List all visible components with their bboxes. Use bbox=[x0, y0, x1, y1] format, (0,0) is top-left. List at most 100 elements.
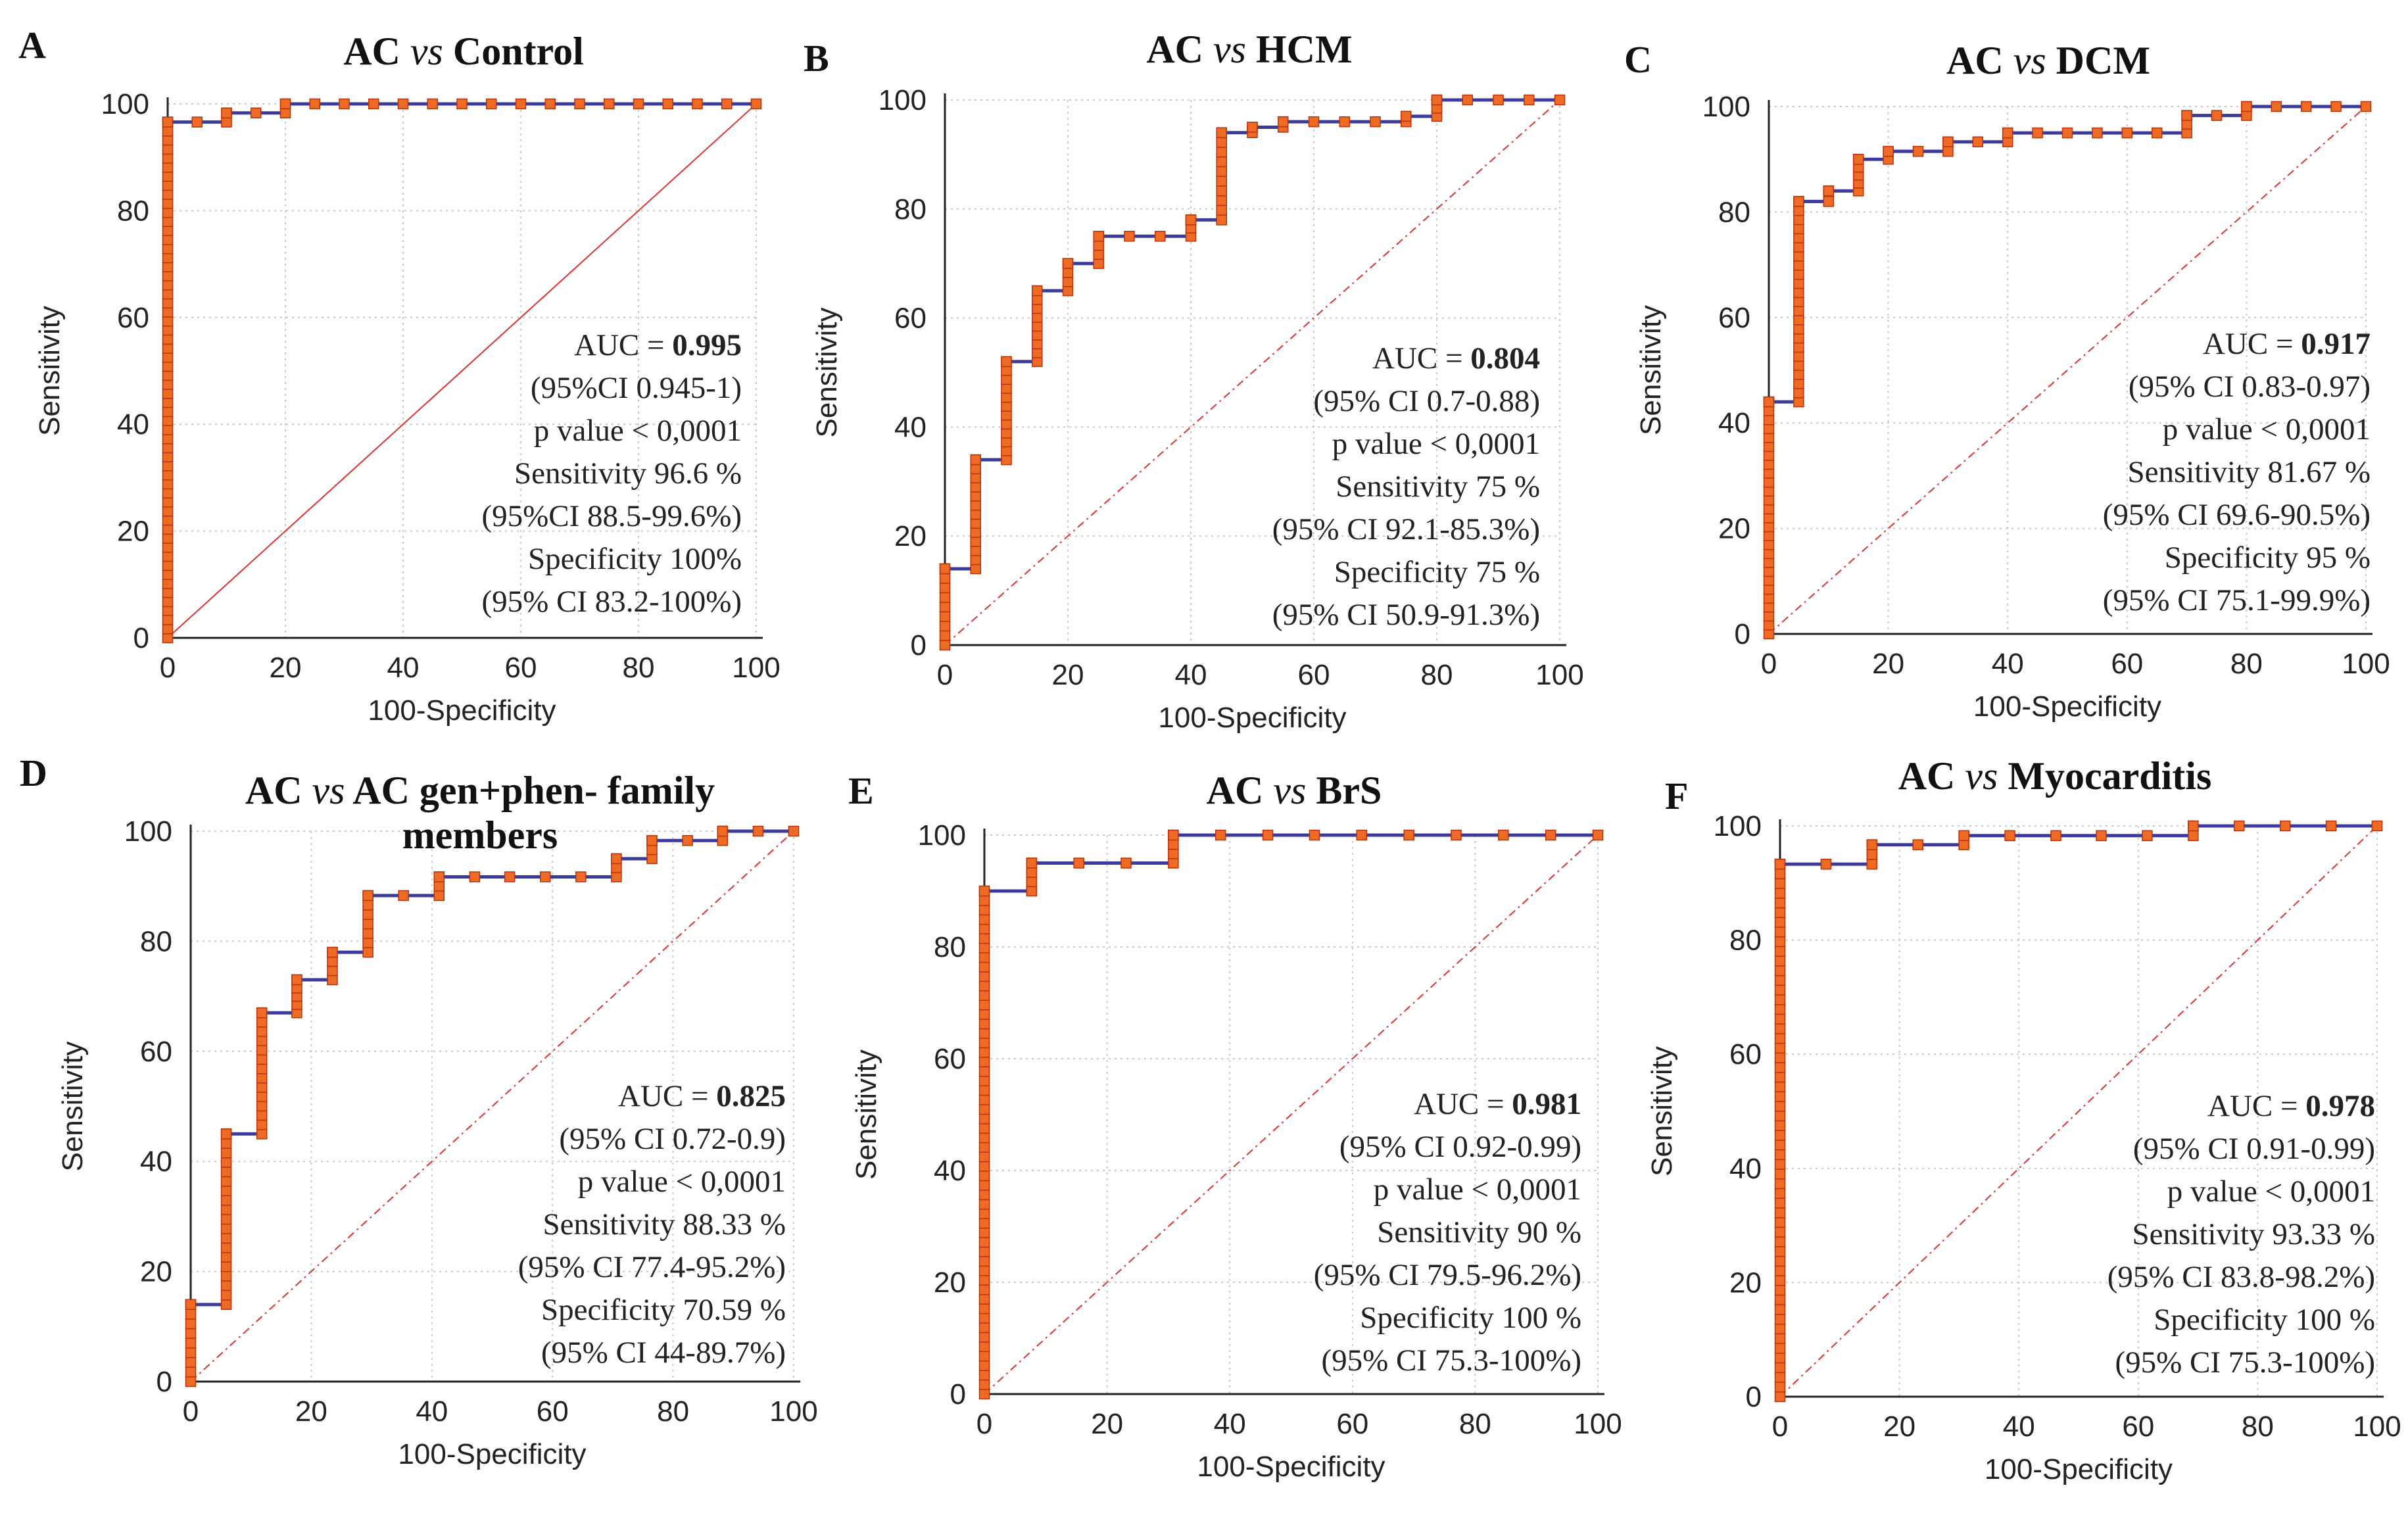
roc-marker bbox=[1774, 1226, 1786, 1238]
roc-marker bbox=[1774, 1130, 1786, 1141]
roc-marker bbox=[611, 853, 622, 865]
y-tick-label: 100 bbox=[124, 815, 172, 848]
roc-marker bbox=[1763, 468, 1775, 479]
roc-marker bbox=[939, 601, 951, 613]
roc-marker bbox=[339, 98, 350, 110]
roc-marker bbox=[970, 518, 981, 529]
roc-marker bbox=[970, 527, 981, 538]
roc-marker bbox=[1309, 829, 1320, 841]
roc-marker bbox=[2271, 101, 2282, 112]
roc-marker bbox=[185, 1318, 197, 1330]
panel-title-line2: members bbox=[402, 813, 558, 857]
roc-marker bbox=[1793, 324, 1804, 335]
roc-marker bbox=[162, 442, 174, 454]
stat-line: Sensitivity 81.67 % bbox=[2128, 455, 2371, 489]
roc-marker bbox=[1763, 450, 1775, 461]
roc-marker bbox=[1774, 897, 1786, 909]
roc-marker bbox=[1774, 1313, 1786, 1325]
title-suffix: Control bbox=[453, 30, 584, 73]
stat-line: p value < 0,0001 bbox=[1374, 1172, 1581, 1207]
roc-marker bbox=[162, 333, 174, 345]
roc-marker bbox=[978, 1047, 990, 1058]
auc-text: AUC = 0.917 bbox=[2203, 327, 2371, 361]
roc-marker bbox=[939, 592, 951, 603]
roc-marker bbox=[162, 424, 174, 435]
roc-marker bbox=[220, 1138, 232, 1149]
roc-marker bbox=[2002, 127, 2013, 139]
roc-marker bbox=[362, 918, 373, 930]
x-tick-label: 60 bbox=[537, 1395, 569, 1428]
roc-marker bbox=[362, 946, 373, 958]
roc-marker bbox=[978, 1284, 990, 1295]
auc-label: AUC = bbox=[2207, 1089, 2298, 1123]
auc-value: 0.981 bbox=[1512, 1087, 1581, 1121]
roc-marker bbox=[1958, 839, 1969, 850]
stat-line: Specificity 95 % bbox=[2165, 541, 2371, 575]
roc-marker bbox=[327, 946, 338, 958]
y-tick-label: 20 bbox=[1718, 513, 1750, 545]
roc-marker bbox=[978, 1360, 990, 1371]
roc-marker bbox=[1763, 477, 1775, 488]
roc-marker bbox=[1793, 205, 1804, 216]
y-tick-label: 100 bbox=[1702, 91, 1750, 123]
roc-marker bbox=[978, 1084, 990, 1096]
roc-marker bbox=[1073, 857, 1084, 869]
roc-marker bbox=[362, 890, 373, 902]
roc-marker bbox=[1403, 829, 1414, 841]
roc-marker bbox=[1763, 592, 1775, 604]
roc-marker bbox=[1763, 521, 1775, 533]
roc-marker bbox=[1001, 436, 1012, 448]
roc-marker bbox=[162, 162, 174, 173]
stat-line: Sensitivity 96.6 % bbox=[514, 456, 742, 491]
y-tick-label: 20 bbox=[934, 1266, 966, 1299]
roc-marker bbox=[970, 463, 981, 475]
panel-letter: D bbox=[20, 752, 47, 794]
roc-marker bbox=[978, 1388, 990, 1400]
y-tick-label: 20 bbox=[894, 520, 927, 552]
y-tick-label: 0 bbox=[911, 629, 927, 662]
roc-marker bbox=[162, 560, 174, 571]
roc-marker bbox=[978, 1028, 990, 1039]
panel-letter: A bbox=[18, 24, 46, 66]
title-suffix: AC gen+phen- family bbox=[352, 769, 715, 812]
x-tick-label: 0 bbox=[1761, 648, 1777, 680]
roc-marker bbox=[1793, 296, 1804, 307]
stat-line: Specificity 100 % bbox=[1360, 1301, 1581, 1335]
roc-marker bbox=[1592, 829, 1604, 841]
roc-marker bbox=[1774, 955, 1786, 967]
title-suffix: HCM bbox=[1256, 28, 1353, 71]
roc-marker bbox=[1793, 268, 1804, 280]
roc-marker bbox=[978, 1103, 990, 1115]
roc-marker bbox=[1793, 305, 1804, 316]
roc-marker bbox=[1774, 1333, 1786, 1344]
roc-marker bbox=[1774, 1042, 1786, 1054]
roc-marker bbox=[978, 1132, 990, 1144]
roc-marker bbox=[162, 297, 174, 309]
roc-marker bbox=[1763, 628, 1775, 640]
roc-marker bbox=[1168, 838, 1179, 850]
x-tick-label: 80 bbox=[1421, 659, 1453, 691]
roc-marker bbox=[162, 206, 174, 218]
title-suffix: BrS bbox=[1316, 769, 1382, 812]
roc-marker bbox=[1793, 287, 1804, 299]
x-tick-label: 100 bbox=[2353, 1410, 2401, 1443]
roc-marker bbox=[362, 909, 373, 920]
roc-marker bbox=[1774, 1255, 1786, 1267]
auc-value: 0.804 bbox=[1470, 341, 1540, 375]
roc-marker bbox=[162, 596, 174, 608]
roc-marker bbox=[978, 1199, 990, 1210]
roc-marker bbox=[162, 542, 174, 553]
roc-marker bbox=[220, 1213, 232, 1225]
roc-marker bbox=[220, 1261, 232, 1272]
roc-marker bbox=[2330, 101, 2342, 112]
roc-marker bbox=[368, 98, 379, 110]
roc-marker bbox=[162, 406, 174, 418]
title-vs: vs bbox=[410, 30, 443, 73]
roc-marker bbox=[327, 974, 338, 986]
roc-marker bbox=[162, 514, 174, 526]
x-tick-label: 40 bbox=[1992, 648, 2024, 680]
y-axis-label: Sensitivity bbox=[1635, 305, 1667, 435]
roc-marker bbox=[1774, 1304, 1786, 1315]
roc-marker bbox=[662, 98, 673, 110]
y-axis-label: Sensitivity bbox=[57, 1041, 89, 1171]
